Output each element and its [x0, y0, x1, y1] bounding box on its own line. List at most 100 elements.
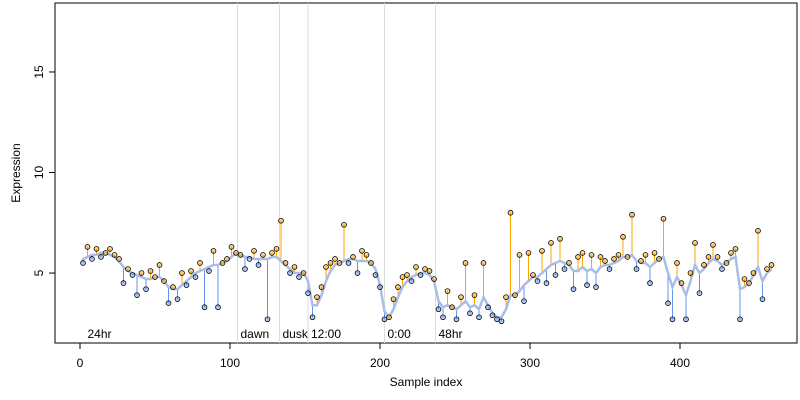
x-tick-label: 100	[220, 356, 240, 370]
point	[638, 258, 644, 264]
point	[458, 294, 464, 300]
point	[597, 254, 604, 260]
phase-label: dusk	[283, 327, 309, 341]
point	[656, 256, 662, 262]
phase-label: 24hr	[88, 327, 112, 341]
point	[615, 252, 622, 258]
point	[539, 248, 545, 254]
point	[417, 272, 424, 278]
point	[336, 260, 343, 266]
point	[642, 252, 649, 258]
point	[93, 246, 100, 252]
point	[593, 284, 599, 290]
point	[170, 284, 176, 290]
point	[669, 316, 676, 323]
x-axis-title: Sample index	[390, 375, 463, 389]
x-tick-label: 200	[370, 356, 390, 370]
point	[602, 258, 608, 264]
point	[188, 268, 194, 274]
point	[404, 272, 410, 278]
point	[395, 284, 401, 290]
point	[719, 266, 725, 272]
point	[345, 260, 352, 266]
point	[129, 272, 136, 278]
point	[548, 240, 554, 246]
point	[764, 266, 770, 272]
point	[161, 278, 167, 284]
point	[116, 256, 122, 262]
point	[242, 266, 248, 272]
point	[350, 254, 356, 260]
point	[723, 260, 730, 266]
point	[503, 294, 509, 300]
point	[269, 250, 275, 256]
point	[282, 260, 289, 266]
point	[737, 316, 743, 323]
point	[125, 266, 131, 272]
point	[431, 276, 437, 282]
point	[444, 288, 451, 294]
point	[741, 276, 748, 282]
point	[660, 215, 667, 222]
point	[233, 250, 239, 256]
point	[521, 298, 527, 304]
phase-label: 12:00	[311, 327, 341, 341]
point	[476, 314, 482, 321]
point	[111, 252, 118, 258]
y-tick-label: 15	[32, 65, 46, 79]
point	[143, 286, 149, 292]
point	[570, 286, 577, 292]
point	[327, 260, 334, 266]
point	[440, 314, 446, 321]
point	[197, 260, 203, 266]
point	[732, 246, 739, 252]
point	[606, 266, 613, 272]
point	[755, 228, 761, 234]
point	[651, 250, 658, 256]
point	[228, 244, 235, 250]
point	[507, 209, 514, 216]
point	[449, 304, 455, 311]
x-tick-label: 300	[520, 356, 540, 370]
phase-label: 0:00	[388, 327, 412, 341]
point	[84, 244, 91, 250]
point	[408, 278, 415, 284]
point	[219, 260, 226, 266]
point	[251, 248, 257, 254]
point	[579, 250, 586, 256]
point	[710, 242, 716, 248]
point	[611, 256, 617, 262]
point	[575, 254, 581, 260]
point	[759, 296, 766, 302]
point	[183, 282, 190, 288]
y-tick-label: 10	[32, 166, 46, 180]
point	[629, 211, 635, 218]
point	[543, 280, 550, 286]
point	[399, 274, 406, 280]
point	[462, 260, 469, 266]
point	[674, 260, 680, 266]
point	[534, 278, 541, 284]
point	[89, 256, 95, 262]
point	[552, 272, 559, 278]
point	[525, 250, 532, 256]
point	[498, 318, 505, 325]
point	[624, 254, 631, 260]
fit-line	[82, 251, 773, 320]
point	[98, 254, 104, 260]
point	[633, 266, 640, 272]
point	[287, 270, 293, 276]
point	[561, 266, 568, 272]
point	[489, 312, 496, 319]
point	[471, 292, 478, 298]
y-tick-label: 5	[32, 269, 46, 276]
y-axis-title: Expression	[9, 143, 23, 202]
point	[359, 248, 365, 254]
point	[467, 310, 473, 317]
point	[453, 316, 460, 323]
point	[278, 217, 284, 224]
point	[147, 268, 154, 274]
point	[152, 274, 158, 280]
point	[714, 254, 721, 260]
x-tick-label: 400	[670, 356, 690, 370]
